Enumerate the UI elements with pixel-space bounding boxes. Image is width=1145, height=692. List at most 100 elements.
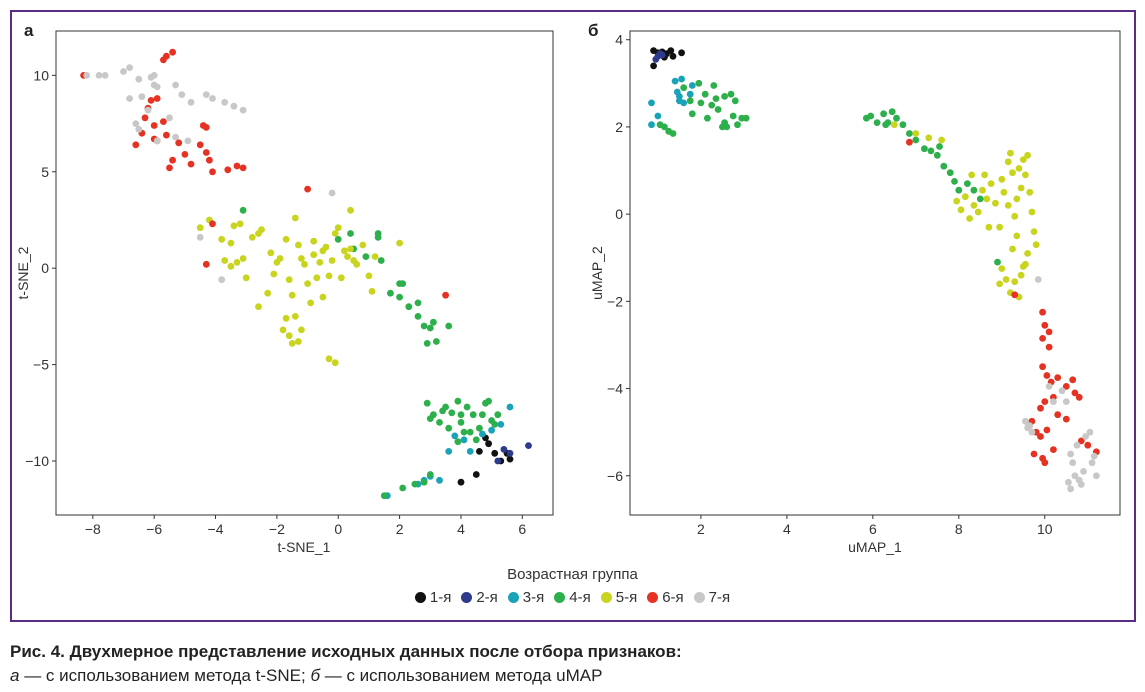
point-a-group5-28 [313, 274, 321, 282]
point-b-group4-34 [912, 136, 920, 144]
point-a-group6-30 [304, 185, 311, 193]
point-b-group5-18 [1007, 149, 1014, 157]
panel-letter-b: б [588, 21, 599, 40]
point-a-group4-18 [479, 411, 486, 419]
point-a-group5-25 [307, 299, 314, 307]
point-a-group6-14 [169, 156, 177, 164]
caption-letter-a: а [10, 666, 20, 685]
point-a-group1-2 [476, 448, 483, 455]
point-a-group4-9 [448, 409, 456, 417]
point-a-group5-53 [291, 313, 299, 320]
point-a-group6-29 [202, 260, 210, 268]
point-b-group7-5 [1045, 383, 1053, 390]
point-a-group4-40 [414, 299, 422, 307]
point-b-group5-28 [1028, 208, 1036, 216]
point-a-group4-45 [433, 338, 440, 345]
point-b-group5-4 [953, 197, 961, 205]
y-tick-label-a-4: 10 [33, 67, 49, 83]
panel-b-umap: б uMAP_1 uMAP_2 2 4 6 8 10 −6 −4 −2 0 2 4 [588, 21, 1121, 555]
y-axis-title-b: uMAP_2 [589, 246, 605, 300]
point-a-group7-2 [101, 72, 109, 79]
point-a-group5-34 [328, 257, 336, 264]
point-a-group7-3 [120, 68, 127, 75]
point-a-group1-0 [457, 478, 465, 486]
point-b-group7-3 [1026, 422, 1034, 429]
point-a-group4-39 [405, 303, 413, 311]
point-a-group5-21 [291, 214, 299, 222]
point-a-group5-51 [295, 338, 302, 345]
point-a-group6-19 [196, 141, 204, 149]
point-b-group6-1 [1011, 291, 1019, 299]
point-a-group7-13 [135, 125, 143, 133]
point-b-group5-7 [966, 215, 973, 222]
point-a-group7-20 [166, 114, 173, 122]
x-tick-label-a-7: 6 [518, 521, 526, 537]
point-a-group4-14 [469, 411, 477, 419]
point-a-group5-7 [233, 259, 241, 266]
point-b-group3-1 [648, 121, 655, 129]
point-b-group5-46 [1013, 195, 1021, 203]
point-a-group4-35 [387, 289, 394, 297]
point-b-group6-26 [1030, 450, 1038, 458]
point-a-group6-13 [181, 151, 189, 158]
point-b-group4-7 [695, 79, 703, 87]
x-tick-label-a-2: −4 [208, 521, 224, 537]
point-a-group3-4 [436, 476, 443, 484]
point-a-group5-58 [242, 274, 250, 282]
x-tick-label-a-6: 4 [457, 521, 465, 537]
point-b-group3-0 [648, 99, 655, 107]
point-b-group5-3 [938, 136, 945, 144]
point-b-group7-17 [1086, 428, 1094, 436]
point-b-group4-30 [888, 108, 896, 116]
point-a-group5-32 [322, 243, 330, 251]
point-a-group5-37 [337, 274, 345, 282]
point-a-group6-16 [187, 160, 195, 168]
point-b-group5-11 [983, 195, 991, 203]
x-tick-label-b-2: 6 [869, 521, 877, 537]
y-tick-label-a-1: −5 [33, 357, 49, 373]
point-a-group4-21 [454, 438, 462, 446]
point-b-group4-6 [688, 110, 696, 118]
point-a-group7-16 [184, 137, 192, 145]
x-tick-label-a-3: −2 [269, 521, 285, 537]
x-axis-title-a: t-SNE_1 [278, 539, 331, 555]
point-b-group5-15 [998, 175, 1006, 183]
point-a-group7-10 [144, 106, 152, 114]
point-a-group3-12 [506, 403, 514, 411]
legend-label-2: 2-я [476, 589, 498, 606]
point-a-group5-40 [347, 245, 354, 253]
point-a-group4-31 [362, 253, 370, 260]
point-a-group5-6 [221, 257, 229, 264]
point-a-group7-5 [135, 75, 143, 83]
point-b-group7-9 [1067, 450, 1074, 458]
point-b-group5-21 [1013, 232, 1021, 240]
point-a-group4-12 [457, 419, 465, 426]
point-a-group5-46 [371, 253, 379, 260]
point-a-group5-23 [301, 260, 308, 268]
point-b-group3-3 [671, 77, 679, 85]
point-a-group5-35 [331, 230, 339, 237]
y-tick-label-a-3: 5 [41, 164, 49, 180]
point-b-group4-1 [661, 123, 668, 131]
legend-dot-2 [461, 592, 473, 603]
x-tick-label-b-0: 2 [697, 521, 705, 537]
point-a-group5-24 [304, 280, 311, 287]
point-b-group4-26 [867, 112, 875, 120]
point-a-group4-34 [377, 257, 385, 264]
point-b-group4-16 [723, 123, 731, 131]
point-a-group5-56 [347, 206, 354, 214]
point-a-group7-11 [126, 95, 133, 102]
point-a-group5-60 [282, 314, 290, 322]
legend-item-4: 4-я [554, 589, 591, 606]
point-b-group5-9 [974, 208, 982, 216]
point-a-group7-1 [95, 72, 103, 79]
y-tick-label-b-2: −2 [607, 293, 623, 309]
point-a-group7-18 [178, 91, 186, 98]
legend-label-5: 5-я [615, 589, 638, 606]
point-a-group6-7 [160, 118, 167, 125]
point-b-group6-13 [1075, 393, 1083, 401]
point-b-group4-12 [712, 95, 720, 102]
point-a-group7-19 [187, 98, 195, 106]
point-b-group4-43 [970, 186, 978, 194]
point-b-group5-41 [981, 171, 988, 179]
